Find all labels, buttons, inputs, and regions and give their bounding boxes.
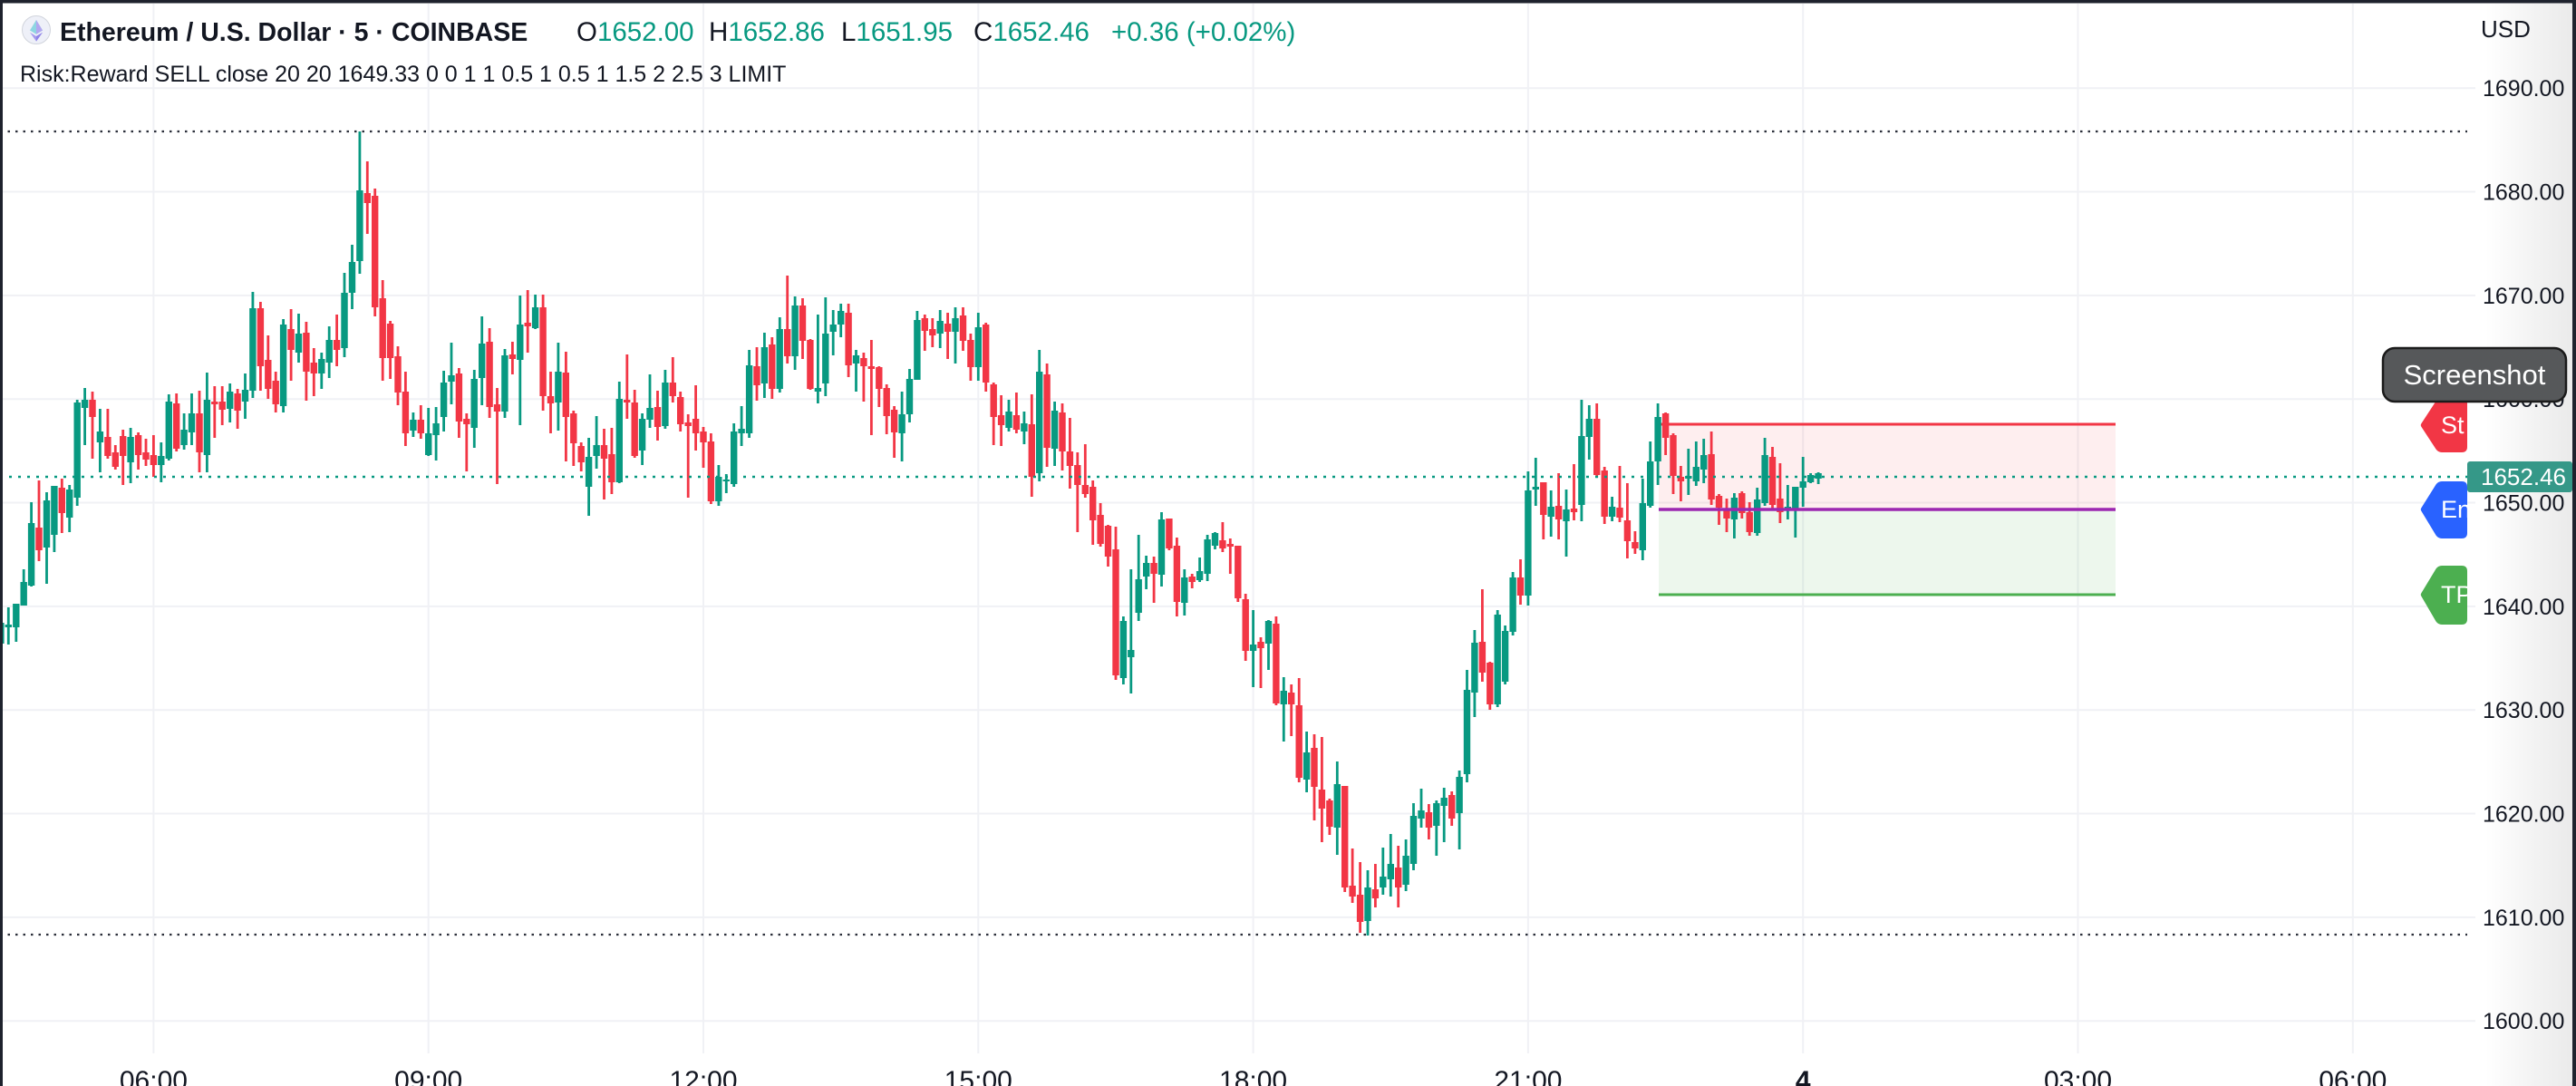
svg-text:12:00: 12:00 — [669, 1066, 737, 1086]
svg-text:15:00: 15:00 — [944, 1066, 1012, 1086]
svg-text:21:00: 21:00 — [1494, 1066, 1562, 1086]
svg-text:06:00: 06:00 — [120, 1066, 188, 1086]
svg-text:Ethereum / U.S. Dollar · 5 · C: Ethereum / U.S. Dollar · 5 · COINBASE — [60, 18, 528, 47]
svg-text:1610.00: 1610.00 — [2483, 906, 2564, 931]
svg-text:1640.00: 1640.00 — [2483, 595, 2564, 620]
svg-text:1650.00: 1650.00 — [2483, 491, 2564, 517]
svg-text:L1651.95: L1651.95 — [841, 17, 953, 47]
svg-text:H1652.86: H1652.86 — [709, 17, 825, 47]
svg-text:TP: TP — [2441, 581, 2473, 608]
svg-text:1600.00: 1600.00 — [2483, 1009, 2564, 1034]
svg-text:1680.00: 1680.00 — [2483, 180, 2564, 206]
svg-text:Risk:Reward SELL close 20 20 1: Risk:Reward SELL close 20 20 1649.33 0 0… — [20, 62, 786, 87]
svg-text:09:00: 09:00 — [394, 1066, 462, 1086]
svg-text:18:00: 18:00 — [1219, 1066, 1287, 1086]
svg-text:1670.00: 1670.00 — [2483, 284, 2564, 309]
svg-text:4: 4 — [1796, 1066, 1811, 1086]
svg-text:03:00: 03:00 — [2044, 1066, 2112, 1086]
svg-text:06:00: 06:00 — [2319, 1066, 2387, 1086]
svg-text:St: St — [2441, 412, 2465, 439]
svg-text:+0.36 (+0.02%): +0.36 (+0.02%) — [1111, 17, 1295, 47]
svg-text:1652.46: 1652.46 — [2481, 463, 2566, 490]
svg-text:O1652.00: O1652.00 — [576, 17, 694, 47]
svg-text:Screenshot: Screenshot — [2404, 359, 2546, 391]
svg-text:1630.00: 1630.00 — [2483, 698, 2564, 723]
svg-text:C1652.46: C1652.46 — [973, 17, 1089, 47]
svg-text:En: En — [2441, 496, 2471, 523]
svg-text:1690.00: 1690.00 — [2483, 76, 2564, 102]
svg-text:1620.00: 1620.00 — [2483, 802, 2564, 828]
svg-text:USD: USD — [2481, 15, 2531, 43]
